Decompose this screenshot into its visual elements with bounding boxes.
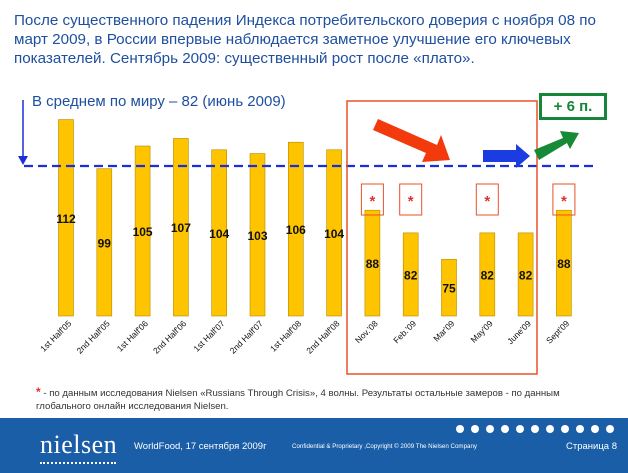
bar-9 (402, 232, 419, 317)
growth-arrow (534, 131, 579, 160)
category-label: Mar'09 (431, 318, 456, 343)
value-label: 107 (171, 221, 191, 235)
value-label: 103 (247, 229, 267, 243)
nielsen-logo: nielsen (40, 430, 118, 459)
category-label: 2nd Half'08 (304, 318, 341, 355)
star-box (475, 183, 499, 216)
category-label: 1st Half'08 (268, 318, 303, 353)
bar-2 (134, 145, 151, 317)
value-label: 104 (209, 227, 229, 241)
value-label: 82 (404, 268, 418, 282)
value-label: 82 (519, 268, 533, 282)
category-label: 1st Half'05 (38, 318, 73, 353)
footer-confidential: Confidential & Proprietary ,Copyright © … (292, 443, 478, 450)
bar-0 (58, 119, 74, 317)
bar-3 (173, 138, 189, 317)
plateau-arrow (483, 144, 530, 168)
value-label: 112 (56, 212, 76, 226)
bar-8 (364, 209, 381, 317)
star-box (399, 183, 423, 216)
star-mark: * (484, 193, 490, 210)
decline-arrow (373, 119, 450, 162)
category-label: 1st Half'07 (191, 318, 226, 353)
value-label: 75 (442, 282, 456, 296)
increase-badge: + 6 п. (539, 93, 607, 120)
logo-underline (40, 462, 116, 464)
star-mark: * (561, 193, 567, 210)
value-label: 104 (324, 227, 344, 241)
slide-title: После существенного падения Индекса потр… (14, 12, 596, 67)
category-label: Sept'09 (544, 318, 571, 345)
star-box (360, 183, 384, 216)
average-pointer-head (18, 156, 28, 165)
world-average-label: В среднем по миру – 82 (июнь 2009) (32, 93, 286, 110)
value-label: 106 (286, 223, 306, 237)
bars-layer (58, 119, 572, 317)
value-label: 88 (366, 257, 380, 271)
value-label: 88 (557, 257, 571, 271)
category-label: 2nd Half'07 (228, 318, 265, 355)
bar-1 (96, 168, 113, 317)
star-box (552, 183, 576, 216)
footnote-star: * (36, 385, 41, 399)
value-label: 82 (481, 268, 495, 282)
bar-11 (479, 232, 496, 317)
footnote: * - по данным исследования Nielsen «Russ… (36, 386, 596, 413)
footnote-text: - по данным исследования Nielsen «Russia… (36, 388, 560, 412)
category-label: 2nd Half'05 (74, 318, 111, 355)
bar-10 (441, 259, 457, 317)
bar-7 (326, 149, 342, 317)
star-mark: * (369, 193, 375, 210)
bar-chart: * * * * 112 1st Half'05 99 2nd Half'05 105 1st H… (18, 100, 597, 375)
bar-12 (517, 232, 534, 317)
category-label: Feb.'09 (391, 318, 418, 345)
footer-event: WorldFood, 17 сентября 2009г (134, 441, 267, 452)
bar-4 (211, 149, 227, 317)
category-label: 2nd Half'06 (151, 318, 188, 355)
star-mark: * (408, 193, 414, 210)
category-label: June'09 (505, 318, 533, 346)
category-label: May'09 (468, 318, 494, 344)
category-label: 1st Half'06 (115, 318, 150, 353)
overlay-layer: * * * * (18, 100, 597, 375)
value-label: 105 (133, 225, 153, 239)
value-label: 99 (98, 236, 112, 250)
bar-13 (556, 209, 572, 317)
bar-5 (249, 153, 266, 317)
footer-dots-decoration (456, 425, 614, 433)
category-label: Nov.'08 (353, 318, 380, 345)
bar-6 (287, 141, 304, 317)
crisis-period-box (346, 100, 538, 375)
footer-page-number: Страница 8 (566, 441, 617, 452)
